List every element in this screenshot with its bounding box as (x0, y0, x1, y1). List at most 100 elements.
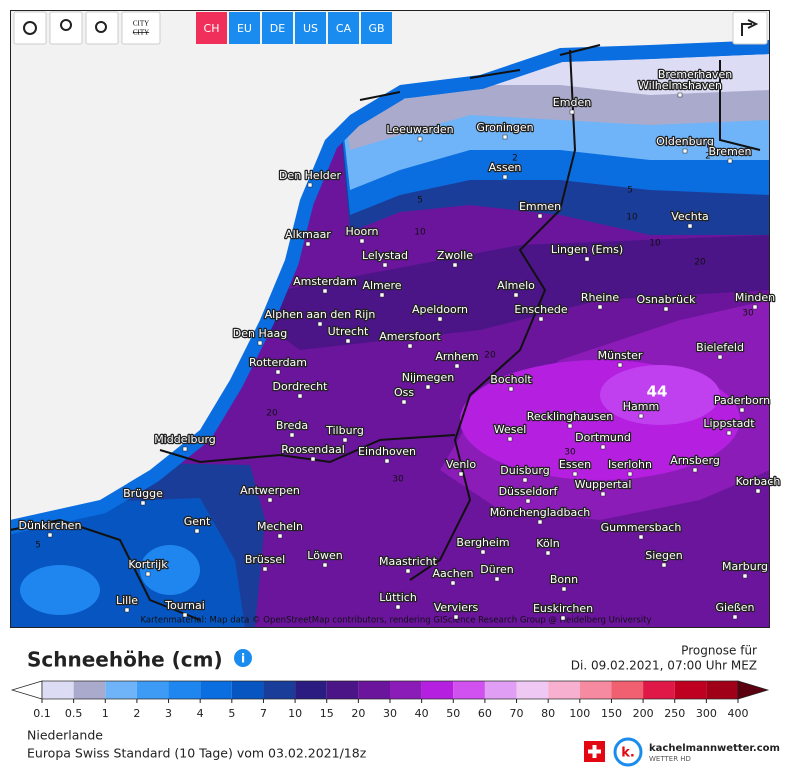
legend-label: 4 (197, 707, 204, 720)
region-button-label: CH (204, 22, 220, 35)
city-label: Wesel (494, 423, 527, 436)
city-marker (47, 532, 53, 538)
legend-box (548, 681, 580, 699)
city-label: Kortrijk (128, 558, 168, 571)
city-label: Arnsberg (670, 454, 720, 467)
legend-box (136, 681, 169, 699)
city-label: Münster (598, 349, 643, 362)
city-label: Dortmund (575, 431, 631, 444)
city-label: Amersfoort (379, 330, 441, 343)
city-marker (407, 343, 413, 349)
city-marker (267, 497, 273, 503)
city-label: Bremerhaven (658, 68, 732, 81)
region-button[interactable] (262, 12, 293, 44)
city-label: Düren (480, 563, 513, 576)
city-marker (458, 471, 464, 477)
city-marker (417, 136, 423, 142)
city-marker (145, 571, 151, 577)
legend-box (326, 681, 359, 699)
legend-label: 15 (320, 707, 334, 720)
city-marker (692, 81, 698, 87)
city-marker (182, 446, 188, 452)
city-label: Tilburg (325, 424, 364, 437)
legend-label: 40 (415, 707, 429, 720)
city-marker (638, 534, 644, 540)
contour-label: 20 (694, 258, 706, 268)
zoom-out-button[interactable] (85, 11, 119, 45)
contour-label: 30 (742, 309, 754, 319)
legend-over (737, 680, 770, 700)
city-marker (682, 148, 688, 154)
region-name: Niederlande (27, 728, 103, 743)
city-marker (322, 562, 328, 568)
legend-box (73, 681, 106, 699)
city-label: Almelo (497, 279, 535, 292)
region-button[interactable] (229, 12, 260, 44)
brand-logo-letter: k. (621, 746, 635, 761)
city-label: Lüttich (379, 591, 417, 604)
contour-label: 5 (627, 186, 633, 196)
city-label: Lippstadt (703, 417, 755, 430)
city-label: Osnabrück (637, 293, 697, 306)
city-marker (755, 488, 761, 494)
city-label: Middelburg (154, 433, 216, 446)
max-value-label: 44 (647, 383, 668, 401)
region-button-label: GB (368, 22, 384, 35)
legend-box (706, 681, 738, 699)
city-label: Gießen (715, 601, 754, 614)
city-label: Antwerpen (240, 484, 300, 497)
city-marker (537, 213, 543, 219)
city-label: Groningen (476, 121, 533, 134)
city-marker (561, 586, 567, 592)
city-label: Lelystad (362, 249, 408, 262)
city-marker (275, 369, 281, 375)
city-marker (717, 354, 723, 360)
city-label: Verviers (434, 601, 479, 614)
city-marker (742, 573, 748, 579)
attribution: Kartenmaterial: Map data © OpenStreetMap… (140, 616, 651, 626)
region-button[interactable] (295, 12, 326, 44)
city-button[interactable] (121, 11, 161, 45)
city-label: Venlo (446, 458, 476, 471)
location-button[interactable] (49, 11, 83, 45)
reload-button[interactable] (13, 11, 47, 45)
city-marker (600, 444, 606, 450)
city-label: Bielefeld (696, 341, 744, 354)
city-label: Rotterdam (249, 356, 307, 369)
city-marker (732, 614, 738, 620)
city-label: Mecheln (257, 520, 303, 533)
city-label: Gummersbach (601, 521, 682, 534)
city-label: Essen (559, 458, 591, 471)
region-button-label: DE (270, 22, 285, 35)
city-marker (307, 182, 313, 188)
city-label: Tournai (164, 599, 205, 612)
city-marker (537, 519, 543, 525)
city-marker (522, 477, 528, 483)
city-marker (663, 306, 669, 312)
city-marker (359, 238, 365, 244)
region-button[interactable] (196, 12, 227, 44)
forecast-date: Di. 09.02.2021, 07:00 Uhr MEZ (571, 659, 757, 673)
city-marker (453, 614, 459, 620)
region-button[interactable] (361, 12, 392, 44)
city-marker (452, 262, 458, 268)
city-marker (140, 500, 146, 506)
legend-label: 3 (165, 707, 172, 720)
city-label: Aachen (432, 567, 473, 580)
region-button[interactable] (328, 12, 359, 44)
city-label: Oldenburg (656, 135, 714, 148)
city-marker (572, 471, 578, 477)
legend-title: Schneehöhe (cm) (27, 648, 223, 672)
swiss-cross (588, 745, 601, 758)
info-button[interactable] (234, 649, 252, 667)
contour-label: 30 (392, 475, 404, 485)
city-marker (124, 607, 130, 613)
city-marker (739, 407, 745, 413)
legend-box (42, 681, 74, 699)
city-label: Bonn (550, 573, 578, 586)
legend-label: 7 (260, 707, 267, 720)
contour-label: 5 (35, 541, 41, 551)
dynamic: CH EU DE US CA GB 2 5 10 10 20 20 30 30 30 5 2 20 5 10 44 Bre… (10, 12, 782, 720)
map-frame (10, 10, 770, 628)
